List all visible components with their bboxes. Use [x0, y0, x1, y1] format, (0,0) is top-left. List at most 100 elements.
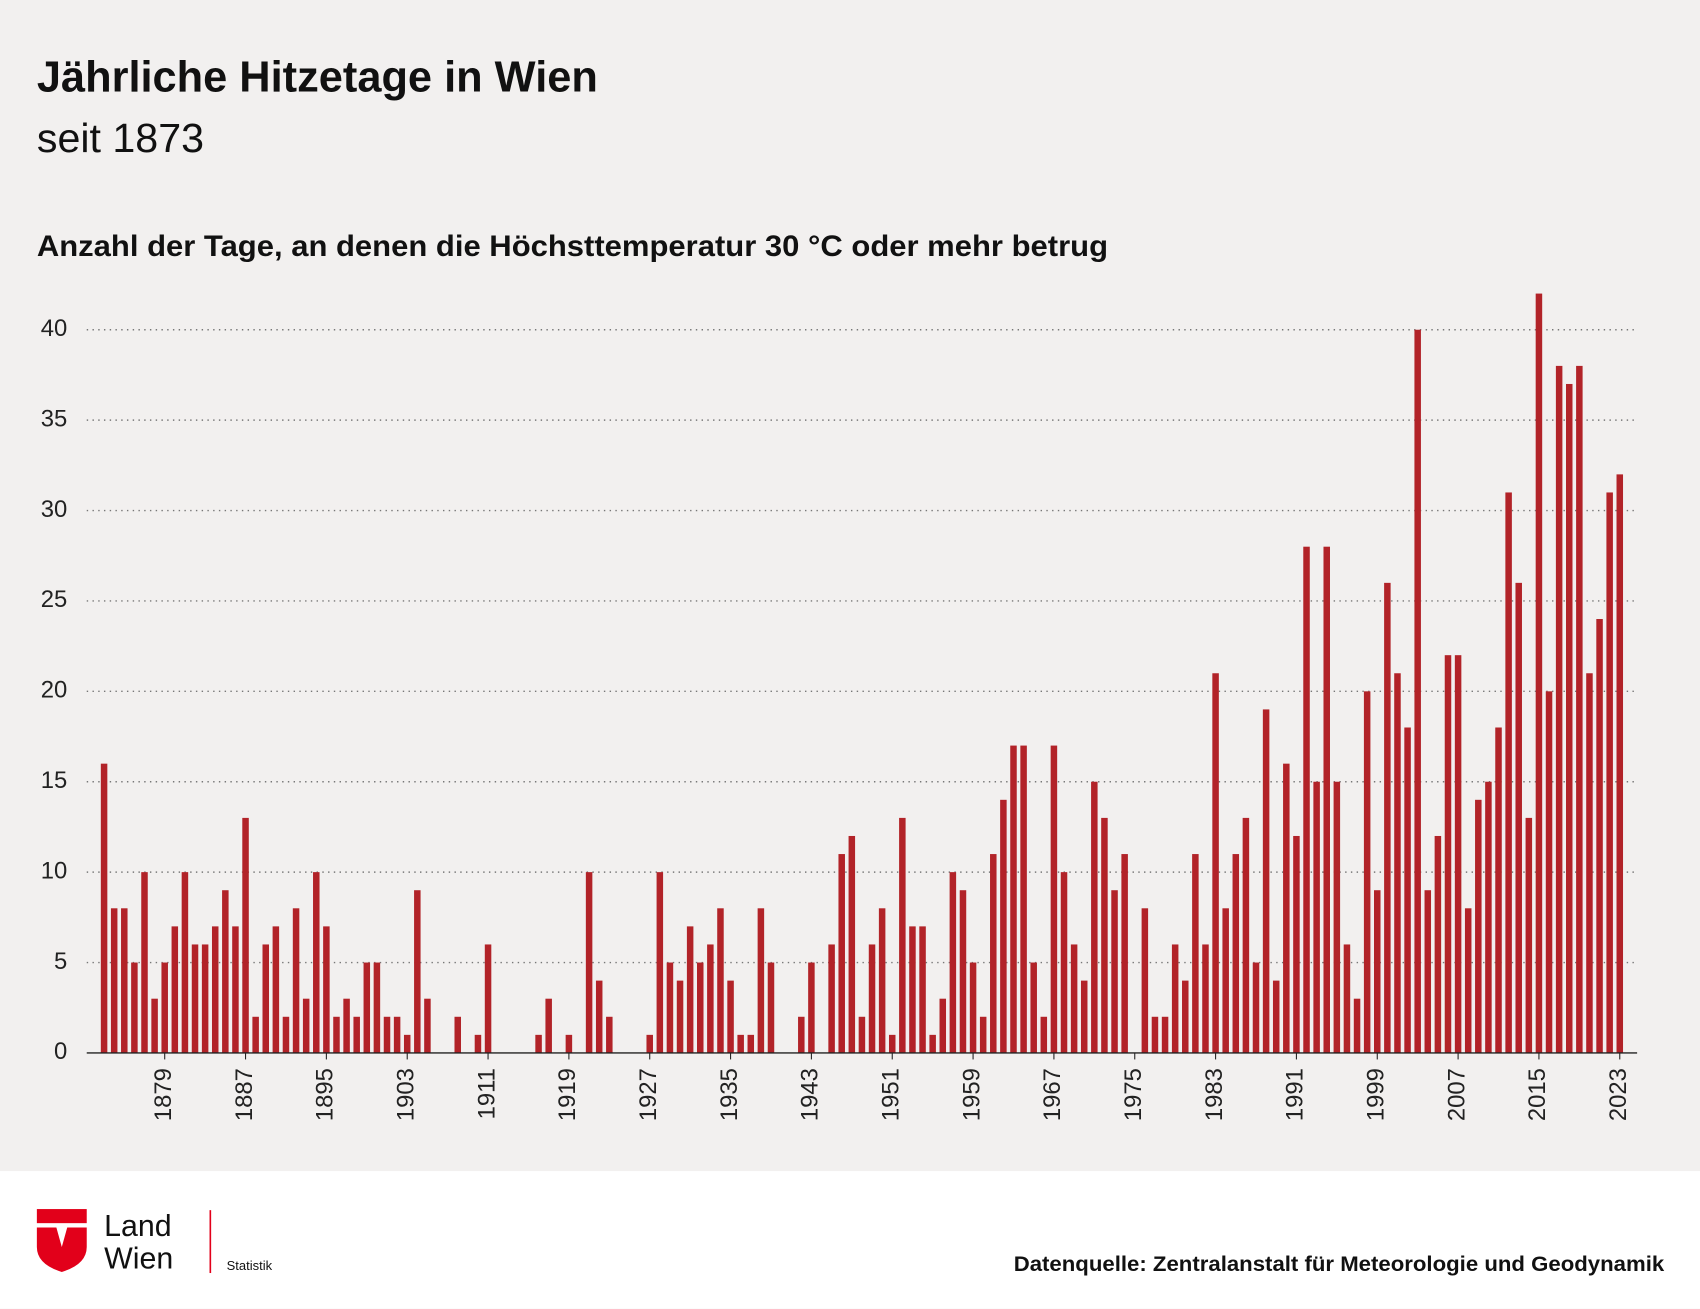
bar: [798, 1016, 805, 1053]
logo-mark: [56, 1227, 68, 1248]
y-tick-label: 35: [41, 405, 68, 432]
bar: [969, 962, 977, 1053]
bar: [201, 944, 209, 1053]
bar: [1242, 817, 1250, 1053]
bar: [454, 1016, 461, 1053]
y-tick-label: 10: [41, 857, 68, 884]
bar: [1414, 329, 1421, 1053]
bar: [1070, 944, 1078, 1053]
bar: [211, 926, 219, 1053]
bar: [1030, 962, 1037, 1053]
bar: [333, 1016, 340, 1053]
bar: [737, 1034, 744, 1053]
bar: [939, 998, 947, 1053]
x-tick-label: 1887: [231, 1068, 258, 1121]
bar: [1444, 655, 1452, 1053]
bar: [1252, 962, 1260, 1053]
bar: [919, 926, 926, 1053]
bar: [595, 980, 603, 1053]
bar: [1121, 854, 1128, 1053]
bar: [1192, 854, 1199, 1053]
bar: [899, 817, 906, 1053]
bar: [656, 872, 664, 1053]
y-tick-label: 0: [54, 1038, 67, 1065]
bar: [838, 854, 845, 1053]
bar: [232, 926, 239, 1053]
bar: [484, 944, 492, 1053]
bar: [1535, 293, 1543, 1053]
bar: [1515, 582, 1522, 1053]
bar: [141, 872, 148, 1053]
bar: [666, 962, 674, 1053]
bar: [1040, 1016, 1048, 1053]
x-tick-label: 1919: [554, 1068, 581, 1121]
bar: [676, 980, 684, 1053]
bar: [979, 1016, 987, 1053]
bar: [1495, 727, 1502, 1053]
bar: [1475, 799, 1482, 1053]
bar: [606, 1016, 613, 1053]
bar: [545, 998, 552, 1053]
bar: [1151, 1016, 1159, 1053]
x-tick-label: 1895: [312, 1068, 339, 1121]
bar: [1050, 745, 1058, 1053]
bar: [1525, 817, 1533, 1053]
bar: [1454, 655, 1462, 1053]
bar: [1606, 492, 1613, 1053]
bar: [131, 962, 138, 1053]
bar: [808, 962, 815, 1053]
x-tick-label: 2007: [1443, 1068, 1470, 1121]
bar: [1333, 781, 1341, 1053]
x-tick-label: 1983: [1201, 1068, 1228, 1121]
bar: [1323, 546, 1330, 1053]
bar: [1283, 763, 1290, 1053]
bar: [1374, 890, 1381, 1053]
axis-title: Anzahl der Tage, an denen die Höchsttemp…: [37, 231, 1108, 263]
bar: [373, 962, 381, 1053]
bar: [646, 1034, 653, 1053]
bar: [323, 926, 330, 1053]
bar: [868, 944, 876, 1053]
bar: [1101, 817, 1108, 1053]
bar: [990, 854, 997, 1053]
logo-bar: [36, 1209, 87, 1224]
bar: [1202, 944, 1209, 1053]
bar: [1464, 908, 1472, 1053]
y-tick-label: 40: [41, 315, 68, 342]
logo-text: Wien: [104, 1243, 173, 1276]
bar: [353, 1016, 360, 1053]
bar: [1424, 890, 1432, 1053]
bar: [424, 998, 431, 1053]
bar: [292, 908, 300, 1053]
x-tick-label: 1951: [878, 1068, 905, 1121]
bar: [403, 1034, 411, 1053]
bar: [262, 944, 270, 1053]
logo-text: Land: [104, 1210, 172, 1243]
logo-shield: [36, 1227, 87, 1272]
bar: [1565, 383, 1573, 1053]
bar: [1111, 890, 1118, 1053]
x-tick-label: 1879: [150, 1068, 177, 1121]
bar: [474, 1034, 482, 1053]
bar: [878, 908, 886, 1053]
y-tick-label: 30: [41, 496, 68, 523]
bar: [302, 998, 310, 1053]
source: Datenquelle: Zentralanstalt für Meteorol…: [1014, 1251, 1665, 1276]
bar: [1313, 781, 1320, 1053]
x-tick-label: 1975: [1120, 1068, 1147, 1121]
bar: [1363, 691, 1371, 1053]
bar: [535, 1034, 542, 1053]
bar: [1161, 1016, 1169, 1053]
x-tick-label: 2015: [1524, 1068, 1551, 1121]
bar: [1060, 872, 1068, 1053]
bar: [1485, 781, 1492, 1053]
bar: [151, 998, 158, 1053]
bar: [1212, 673, 1219, 1053]
bar: [707, 944, 714, 1053]
y-tick-label: 20: [41, 677, 68, 704]
bar: [1171, 944, 1179, 1053]
bar: [414, 890, 421, 1053]
x-tick-label: 1903: [393, 1068, 420, 1121]
bar: [222, 890, 229, 1053]
